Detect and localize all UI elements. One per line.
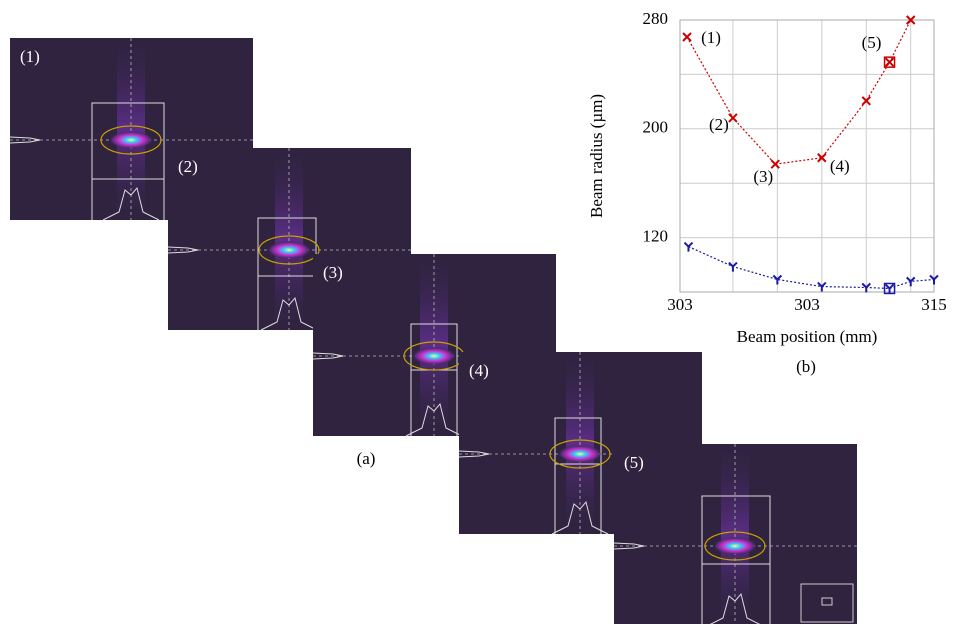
- highlight-box: [883, 56, 896, 68]
- data-point: [683, 241, 694, 252]
- annotation: (1): [701, 28, 721, 47]
- panel-label: (5): [624, 453, 644, 472]
- annotation: (3): [753, 167, 773, 186]
- fit-ellipse: [258, 235, 320, 265]
- roi-box: [91, 102, 165, 180]
- roi-box: [554, 417, 602, 465]
- beam-spot: [267, 241, 311, 259]
- profile-v: [260, 296, 318, 331]
- y-axis-label: Beam radius (µm): [587, 94, 606, 218]
- inset-box: [821, 597, 833, 606]
- profile-h: [312, 352, 344, 360]
- plot-frame: [679, 19, 935, 293]
- data-point: [884, 283, 895, 294]
- profile-v: [709, 592, 761, 624]
- inset-box: [800, 583, 854, 623]
- profile-v: [102, 186, 160, 221]
- profile-h: [9, 136, 41, 144]
- profile-h: [167, 246, 199, 254]
- y-tick-label: 120: [643, 227, 669, 246]
- x-tick-label: 303: [667, 295, 693, 314]
- fit-ellipse: [704, 531, 766, 561]
- annotation: (4): [830, 157, 850, 176]
- panel-label: (3): [323, 263, 343, 282]
- data-point: [817, 153, 827, 163]
- y-tick-label: 200: [643, 118, 669, 137]
- highlight-box: [883, 282, 896, 295]
- profile-h: [458, 450, 490, 458]
- profile-v: [405, 402, 463, 437]
- data-point: [728, 113, 738, 123]
- roi-box: [257, 217, 317, 277]
- data-point: [861, 282, 871, 293]
- roi-box: [701, 495, 771, 565]
- chart: 120 200 280 303 303 315 Beam position (mm) Beam…: [587, 9, 947, 376]
- y-tick-label: 280: [643, 9, 669, 28]
- data-point: [906, 276, 916, 287]
- beam-spot: [412, 347, 456, 365]
- fit-ellipse: [100, 125, 162, 155]
- data-point: [728, 261, 738, 272]
- caption: (a): [357, 449, 376, 468]
- data-point: [929, 274, 939, 285]
- fit-ellipse: [549, 439, 611, 469]
- panel-label: (2): [178, 157, 198, 176]
- beam-panel: (1): [9, 38, 253, 221]
- data-point: [884, 57, 895, 67]
- x-tick-label: 303: [794, 295, 820, 314]
- beam-spot: [109, 131, 153, 149]
- annotation: (5): [862, 33, 882, 52]
- fit-curve: [688, 246, 935, 290]
- data-point: [772, 274, 783, 285]
- beam-panel: (5): [613, 444, 857, 624]
- data-point: [817, 281, 827, 292]
- x-tick-label: 315: [921, 295, 947, 314]
- profile-v: [551, 500, 609, 535]
- data-point: [906, 15, 916, 25]
- beam-spot: [558, 445, 602, 463]
- data-point: [770, 159, 780, 169]
- panel-label: (4): [469, 361, 489, 380]
- beam-spot: [713, 537, 757, 555]
- data-point: [682, 32, 692, 42]
- x-axis-label: Beam position (mm): [737, 327, 878, 346]
- caption: (b): [796, 357, 816, 376]
- annotation: (2): [709, 115, 729, 134]
- panel-label: (1): [20, 47, 40, 66]
- profile-h: [613, 542, 645, 550]
- beam-images: (1) (2) (3) (4) (5) (a): [9, 38, 857, 624]
- data-point: [861, 96, 871, 106]
